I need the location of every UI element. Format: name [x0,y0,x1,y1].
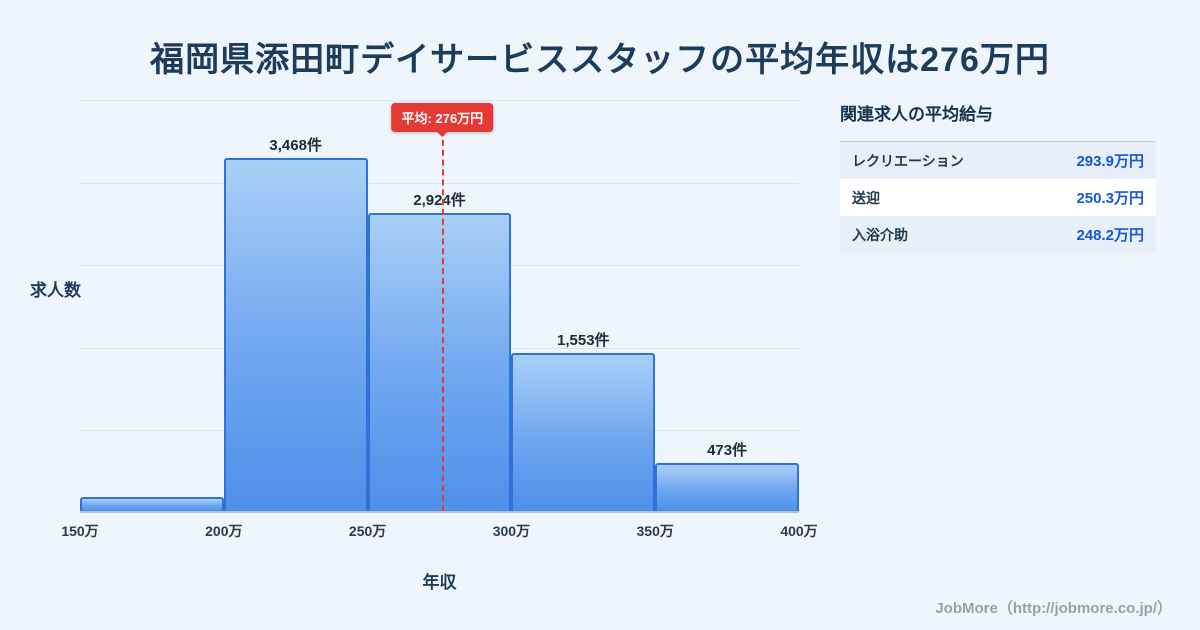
histogram-bar [367,213,512,511]
job-type-label: レクリエーション [852,152,964,169]
gridline [80,182,799,184]
related-jobs-panel: 関連求人の平均給与 レクリエーション 293.9万円送迎 250.3万円入浴介助 24… [840,100,1156,253]
salary-table-row: 入浴介助 248.2万円 [840,216,1156,253]
x-axis-ticks: 150万 200万 250万 300万 350万 400万 [61,521,817,541]
y-axis-label: 求人数 [30,281,81,300]
job-type-label: 送迎 [852,189,880,206]
average-salary-value: 250.3万円 [1076,190,1144,207]
bar-count-label: 1,553件 [557,331,610,349]
histogram-bar [223,158,368,511]
salary-table-row: レクリエーション 293.9万円 [840,142,1156,179]
bar-count-label: 2,924件 [413,192,466,210]
average-salary-value: 248.2万円 [1076,227,1144,244]
histogram-bar [655,462,799,511]
x-axis-label: 年収 [422,573,457,592]
bar-count-label: 3,468件 [269,137,322,154]
job-type-label: 入浴介助 [852,226,908,243]
salary-table-row: 送迎 250.3万円 [840,179,1156,216]
x-tick-label: 250万 [348,523,387,539]
average-salary-value: 293.9万円 [1076,153,1144,170]
gridline [80,100,799,101]
histogram-bar [80,496,224,511]
average-line [442,130,445,511]
badge-pointer-icon [437,132,448,137]
x-tick-label: 150万 [61,523,99,539]
x-tick-label: 200万 [205,523,243,539]
page-title: 福岡県添田町デイサービススタッフの平均年収は276万円 [150,41,1050,79]
footer-credit: JobMore（http://jobmore.co.jp/） [935,600,1172,617]
average-badge: 平均: 276万円 [391,103,494,137]
bar-count-label: 473件 [707,441,748,459]
salary-histogram: 3,468件 2,924件 1,553件 473件 平均: 276万円 [80,100,799,513]
histogram-bar [511,352,656,511]
x-tick-label: 350万 [636,523,674,539]
salary-table: レクリエーション 293.9万円送迎 250.3万円入浴介助 248.2万円 [840,141,1156,253]
panel-heading: 関連求人の平均給与 [840,105,993,124]
x-tick-label: 400万 [780,523,818,539]
x-tick-label: 300万 [492,523,531,539]
